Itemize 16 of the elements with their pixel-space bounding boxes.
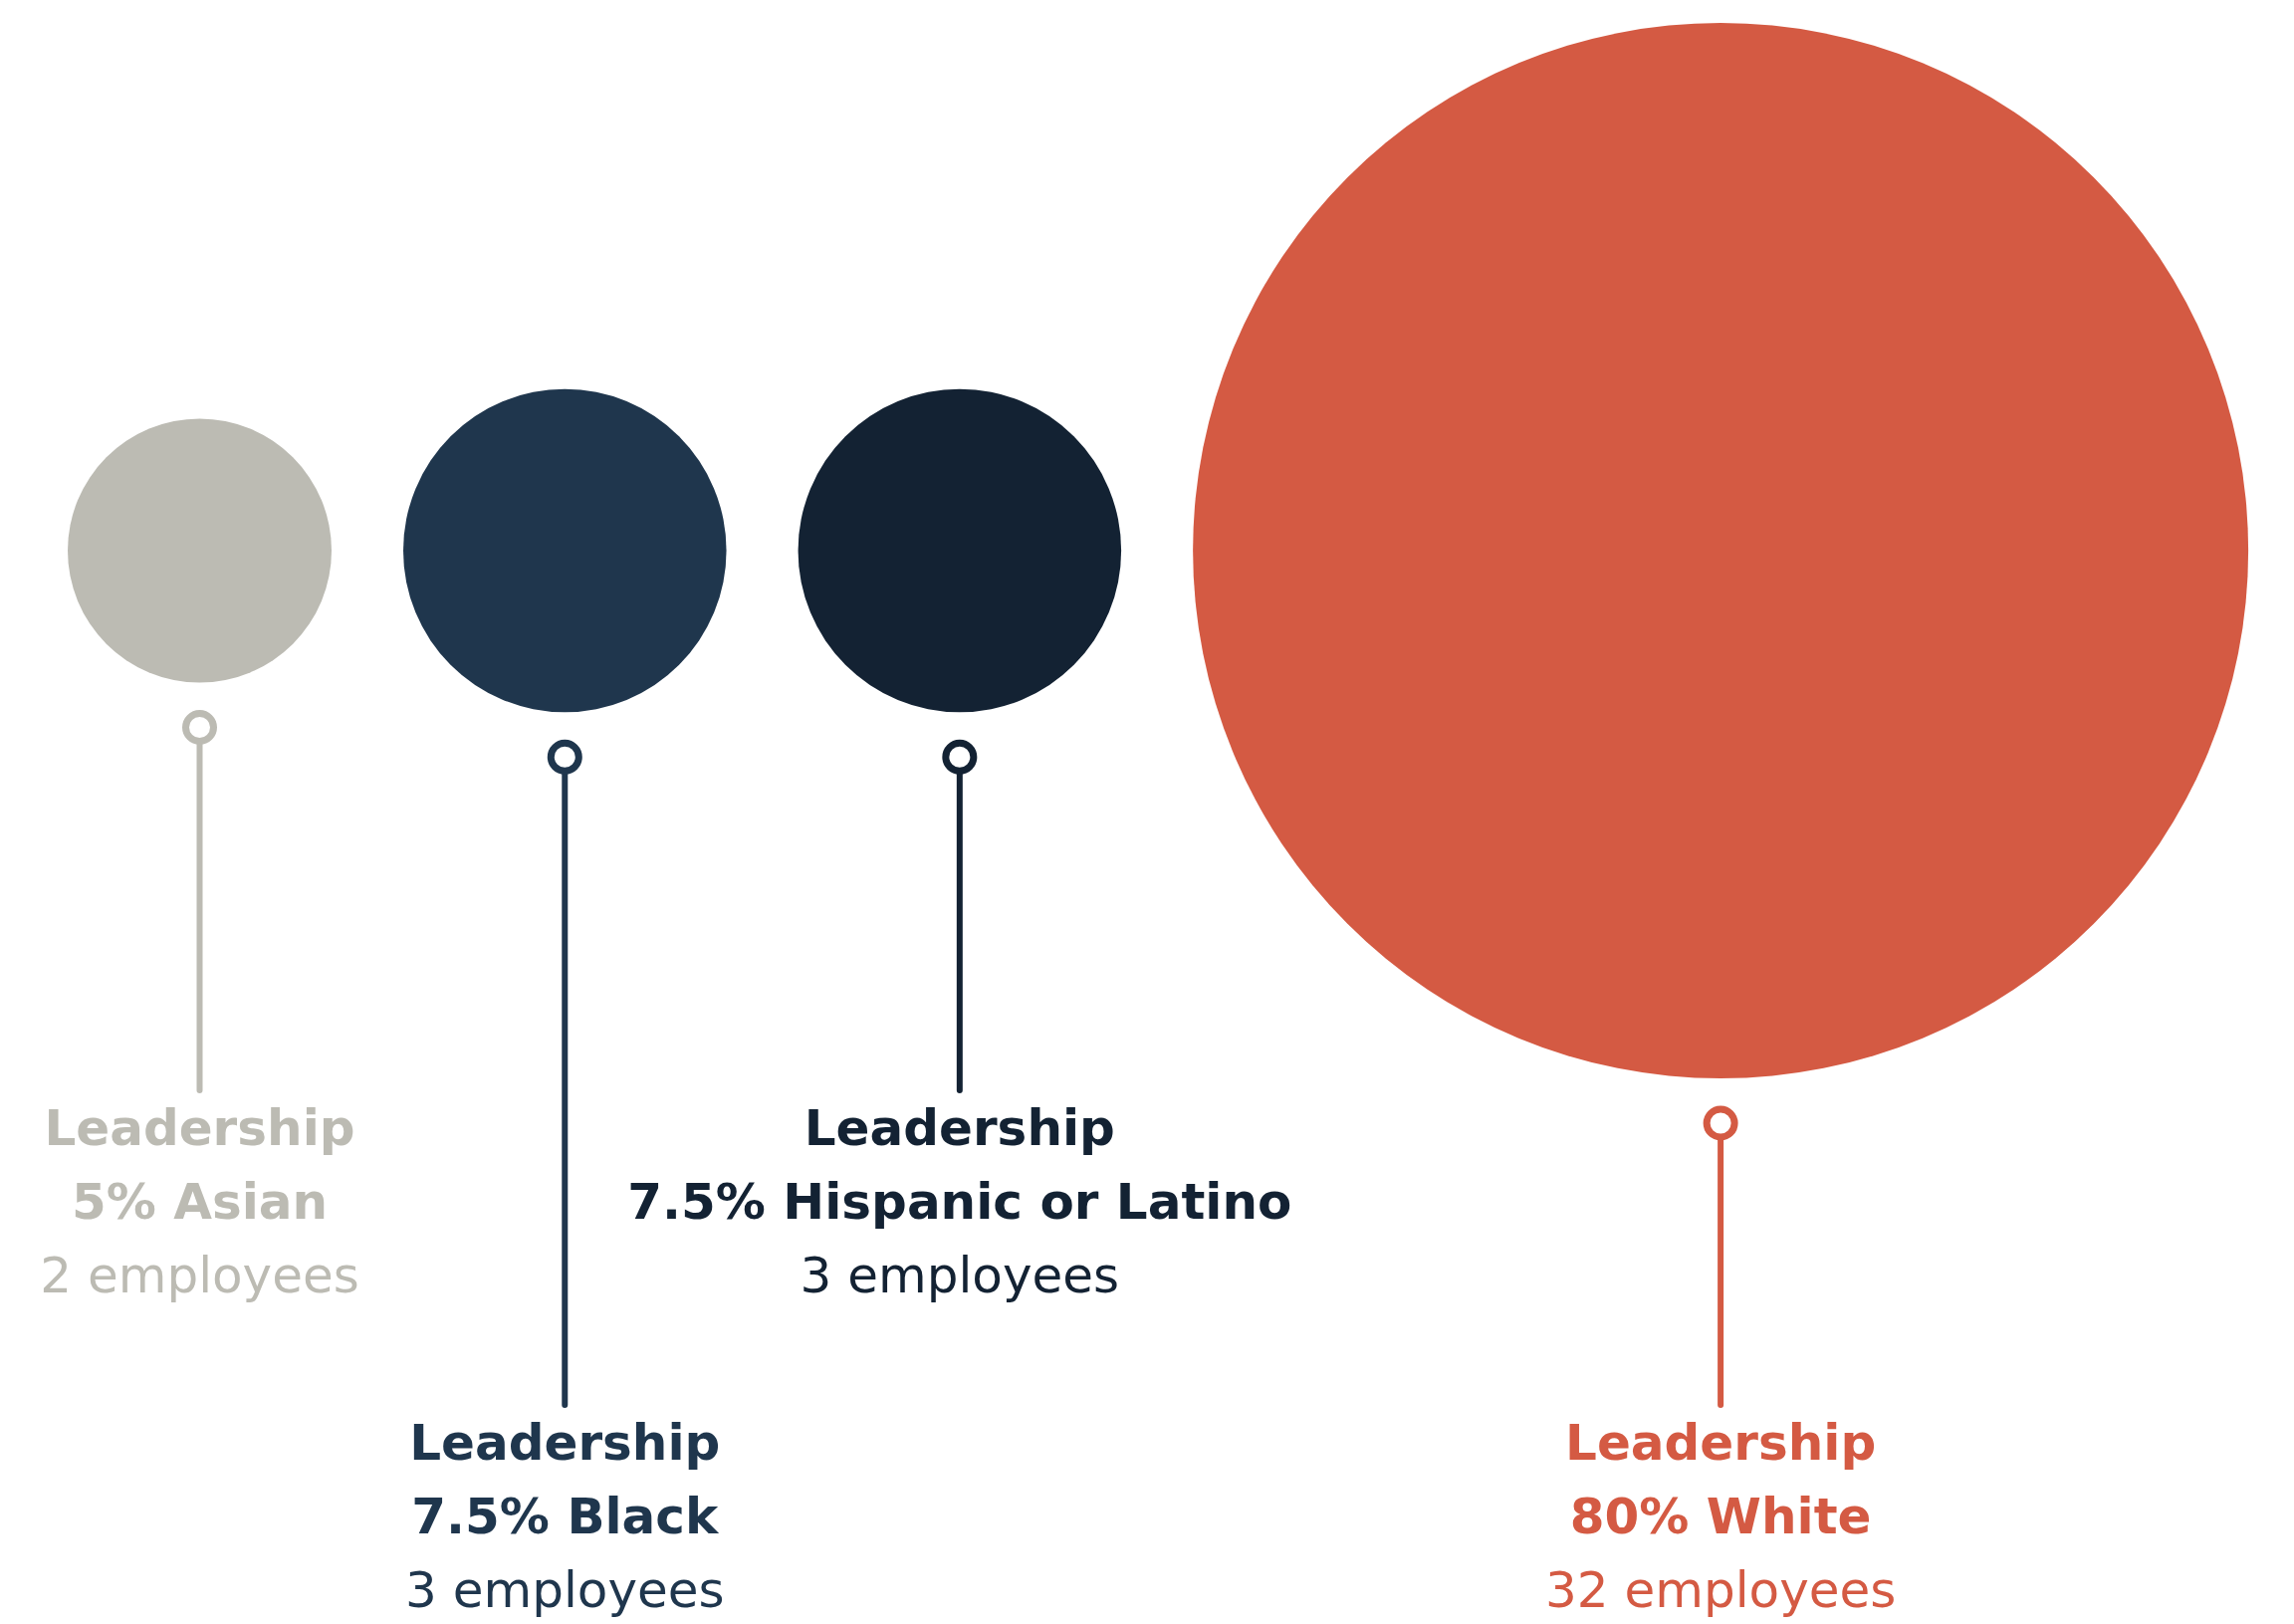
text: Leadership <box>1565 1414 1877 1472</box>
text: Leadership <box>44 1099 355 1157</box>
text: 32 employees <box>1544 1561 1897 1619</box>
text: Leadership <box>409 1414 721 1472</box>
category-label: White <box>1706 1488 1872 1545</box>
category-label: Black <box>567 1488 721 1545</box>
text: 2 employees <box>40 1247 359 1304</box>
category-label: Asian <box>173 1173 329 1231</box>
data-label: 7.5% <box>411 1488 550 1545</box>
category-label: Hispanic or Latino <box>783 1173 1292 1231</box>
text: Leadership <box>803 1099 1115 1157</box>
data-label: 80% <box>1569 1488 1690 1545</box>
data-label: 5% <box>71 1173 156 1231</box>
data-label: 7.5% <box>627 1173 766 1231</box>
text: 3 employees <box>800 1247 1120 1304</box>
text: 3 employees <box>405 1561 725 1619</box>
